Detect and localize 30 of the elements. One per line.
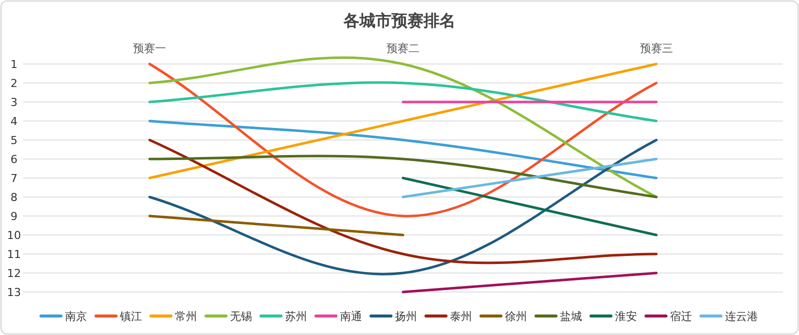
y-tick-label: 11 (7, 248, 21, 261)
y-tick-label: 10 (7, 229, 21, 242)
legend-label: 南通 (340, 310, 362, 323)
legend-label: 盐城 (560, 310, 582, 323)
y-tick-label: 1 (10, 58, 18, 71)
y-tick-label: 6 (10, 153, 18, 166)
legend-label: 扬州 (395, 310, 417, 323)
legend-label: 苏州 (285, 310, 307, 323)
y-tick-label: 12 (7, 267, 21, 280)
y-tick-label: 9 (10, 210, 18, 223)
legend-label: 淮安 (615, 310, 637, 323)
y-tick-label: 2 (10, 77, 18, 90)
legend-label: 南京 (65, 310, 87, 323)
x-tick-label: 预赛三 (640, 42, 673, 55)
legend-label: 无锡 (230, 310, 252, 323)
y-tick-label: 5 (10, 134, 18, 147)
y-tick-label: 13 (7, 286, 21, 299)
x-tick-label: 预赛一 (133, 42, 166, 55)
legend-label: 常州 (175, 310, 197, 323)
y-tick-label: 8 (10, 191, 18, 204)
legend-label: 泰州 (450, 310, 472, 323)
legend-label: 宿迁 (670, 310, 692, 323)
legend-label: 镇江 (119, 310, 142, 323)
y-tick-label: 4 (10, 115, 18, 128)
y-tick-label: 3 (10, 96, 18, 109)
legend-label: 连云港 (725, 310, 758, 323)
x-tick-label: 预赛二 (386, 42, 420, 55)
y-tick-label: 7 (10, 172, 18, 185)
legend-label: 徐州 (505, 310, 527, 323)
chart-title: 各城市预赛排名 (342, 11, 456, 30)
